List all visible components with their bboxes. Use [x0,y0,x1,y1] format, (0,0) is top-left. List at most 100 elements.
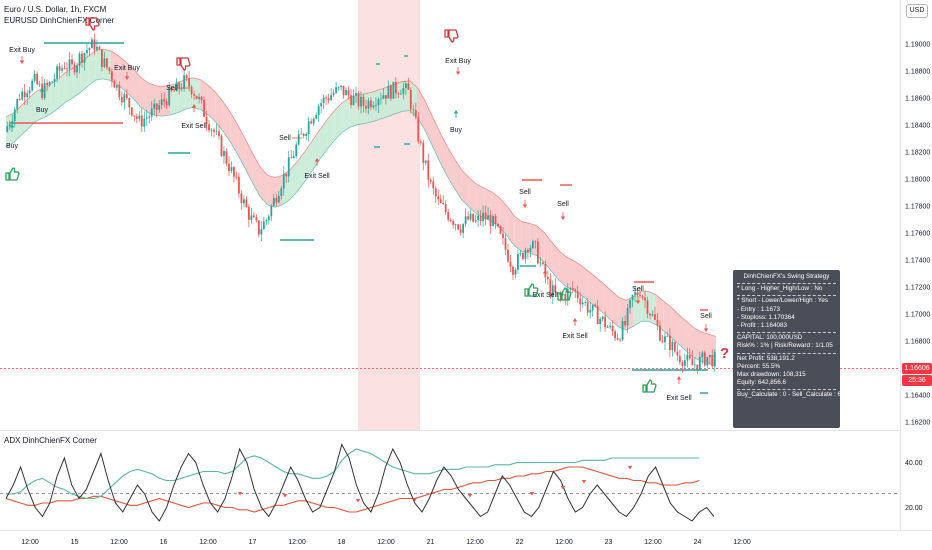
down-arrow-icon [560,216,566,220]
price-tick-label: 1.16800 [905,339,930,346]
candle-body [130,107,133,116]
candle-body [504,238,507,250]
candle-body [332,92,335,96]
candle-body [624,320,626,326]
candle-body [385,95,387,99]
candle-body [479,215,482,221]
candle-body [414,110,417,118]
candle-body [8,124,11,127]
candle-body [432,181,435,189]
trend-band-segment [20,98,29,136]
candle-body [81,53,83,63]
candle-body [574,289,577,292]
countdown-tag: 25:36 [902,375,932,386]
trend-band-segment [215,91,223,131]
currency-button[interactable]: USD [906,4,928,18]
candle-body [145,117,148,119]
time-tick-label: 21 [427,539,435,546]
trend-band-segment [611,290,619,328]
candle-body [28,90,31,94]
candle-body [422,142,425,163]
candle-body [292,155,295,159]
time-tick-label: 12:00 [199,539,217,546]
candle-body [487,215,489,220]
candle-body [514,269,517,275]
candle-body [502,233,504,239]
candle-body [569,287,572,290]
candle-body [571,287,574,290]
candle-body [233,167,235,177]
candle-body [302,133,305,136]
adx-line [5,443,715,522]
candle-body [163,99,166,102]
candle-body [108,67,111,72]
adx-tick-label: 20.00 [905,505,923,512]
candle-body [370,100,372,108]
down-arrow-icon [455,71,461,75]
candle-body [424,160,427,163]
candle-body [474,219,477,222]
candle-body [133,115,136,117]
trend-band-segment [50,78,59,114]
candle-body [96,46,98,50]
equity-line: Equity: 642,856.6 [737,379,787,387]
trend-band-segment [461,170,470,208]
candle-body [53,78,56,82]
candle-body [619,339,621,341]
trend-band-segment [529,223,537,256]
trend-band-segment [671,307,679,345]
signal-label: Exit Sell [532,292,558,299]
candle-body [300,133,303,135]
candle-body [58,66,61,71]
candle-body [305,133,308,136]
panel-title: DinhChienFX's Swing Strategy [743,273,830,280]
candle-body [295,144,298,156]
candle-body [659,325,661,341]
candle-body [427,160,430,180]
candle-body [601,316,604,319]
candle-body [676,351,679,356]
candle-body [335,87,337,93]
candle-body [527,249,529,252]
trend-band-segment [566,256,574,291]
candle-body [11,121,14,125]
time-tick-label: 12:00 [555,539,573,546]
candle-body [539,262,542,264]
candle-body [225,151,228,164]
candle-body [629,300,631,308]
candle-body [412,109,415,111]
candle-body [128,98,131,108]
candle-body [706,357,709,366]
candle-body [394,81,397,94]
candle-body [252,215,255,218]
candle-body [661,340,664,343]
candle-body [265,220,268,222]
trend-band-segment [133,68,141,107]
candle-body [245,199,248,207]
trend-band-segment [319,119,328,160]
trend-band-segment [185,77,193,110]
candle-body [327,98,330,101]
candle-body [255,217,258,221]
adx-cross-marker [237,492,243,496]
candle-body [365,106,367,109]
trend-band-segment [633,291,642,327]
candle-body [688,354,691,359]
price-tick-label: 1.17600 [905,231,930,238]
candle-body [110,71,113,81]
trend-band-segment [454,158,462,201]
candle-body [459,229,462,233]
risk-line: Risk% : 1% | Risk/Reward : 1/1.05 [737,342,833,350]
candle-body [160,99,163,106]
candle-body [125,94,128,99]
signal-label: Exit Sell [562,333,588,340]
candle-body [208,124,210,131]
candle-body [375,105,377,106]
symbol-title: Euro / U.S. Dollar, 1h, FXCM [4,5,107,14]
candle-body [499,226,502,234]
price-tick-label: 1.17200 [905,285,930,292]
candle-body [641,296,644,298]
price-tick-label: 1.18800 [905,69,930,76]
price-tick-label: 1.17000 [905,312,930,319]
